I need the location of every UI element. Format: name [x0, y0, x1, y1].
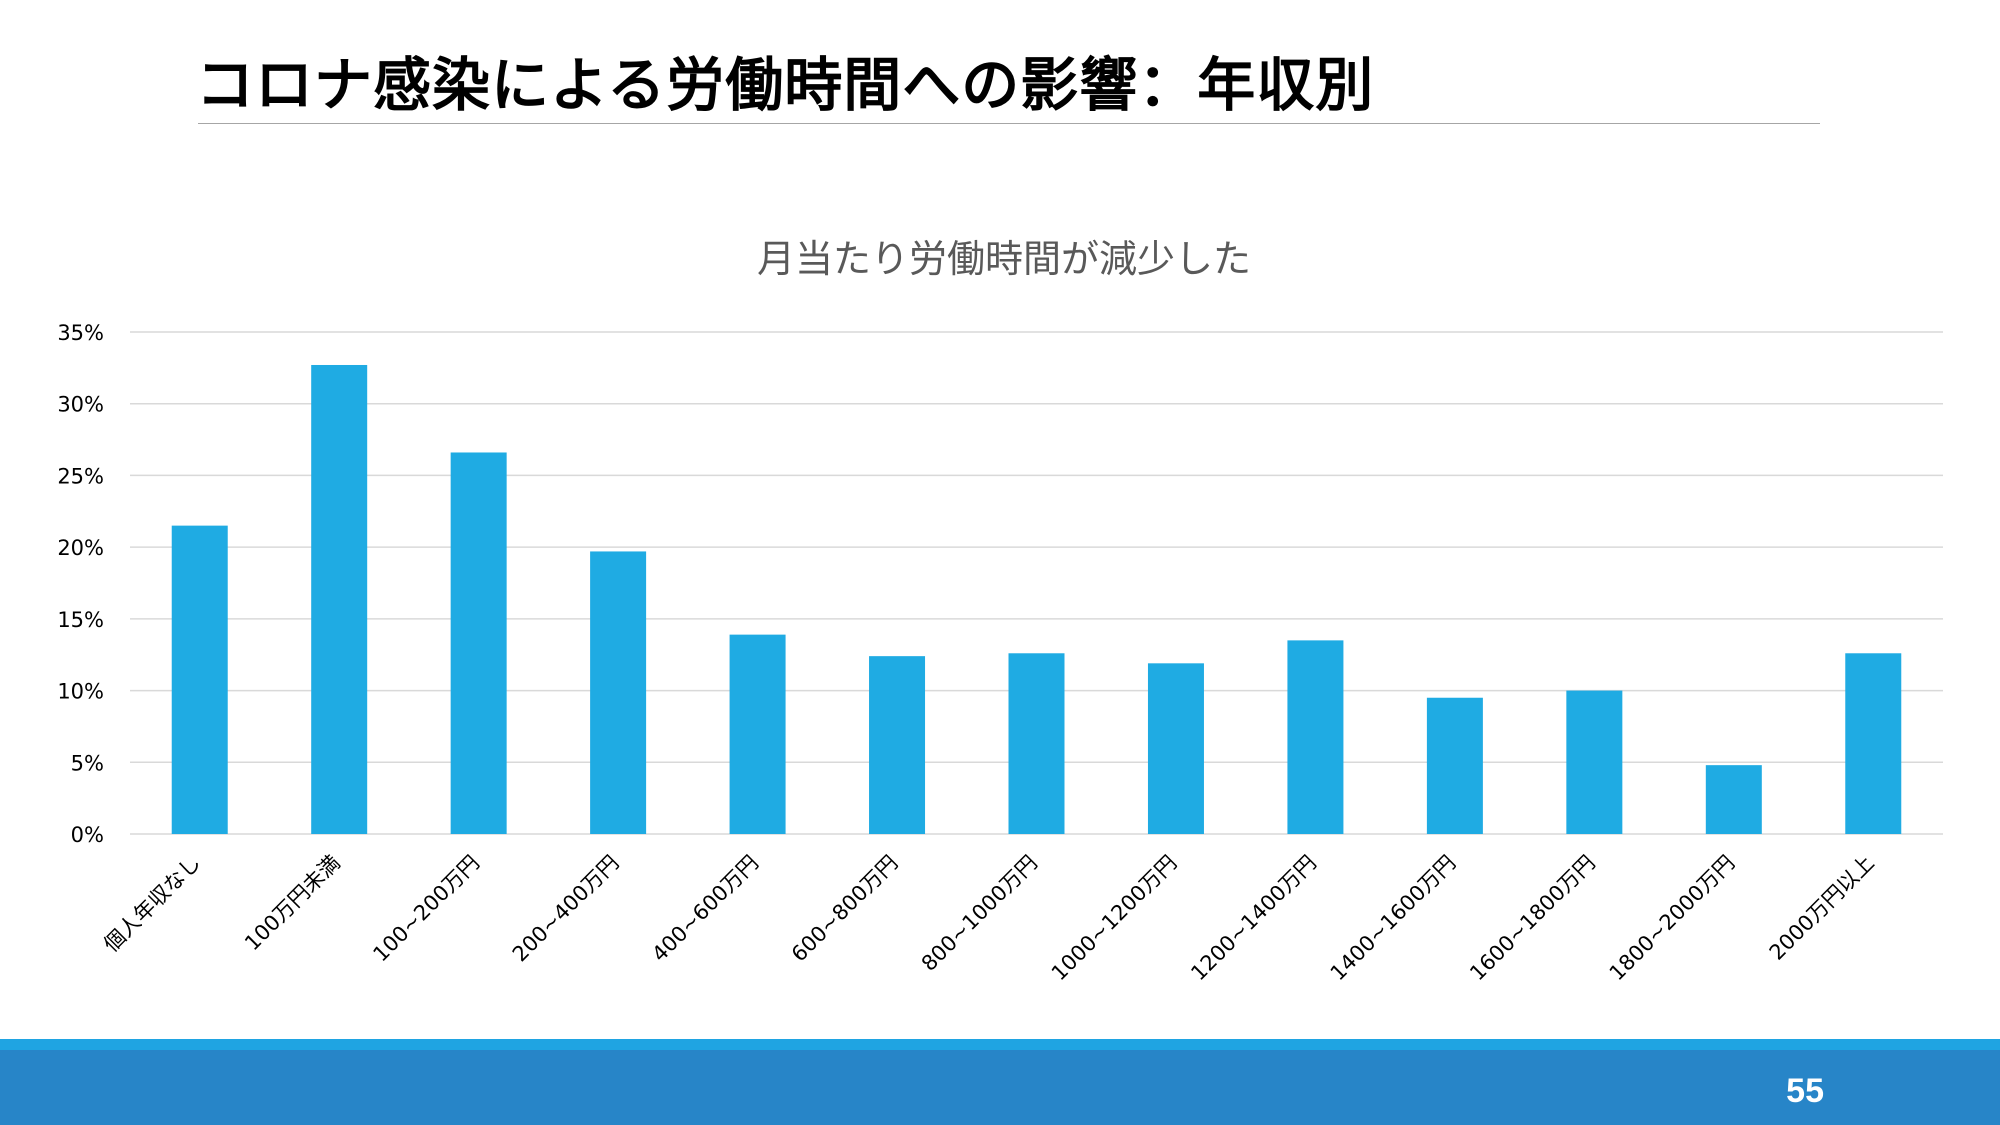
- bar: [450, 452, 507, 834]
- footer-accent-stripe: [0, 1039, 2000, 1050]
- x-tick-label: 1200~1400万円: [1186, 851, 1321, 986]
- y-tick-label: 35%: [57, 321, 104, 345]
- bar: [869, 656, 926, 834]
- y-tick-label: 15%: [57, 608, 104, 632]
- x-tick-label: 400~600万円: [647, 851, 763, 967]
- x-tick-label: 1600~1800万円: [1465, 851, 1600, 986]
- x-tick-label: 2000万円以上: [1765, 851, 1879, 965]
- bar: [729, 634, 786, 834]
- bar: [590, 551, 647, 834]
- x-tick-label: 800~1000万円: [917, 851, 1042, 976]
- x-tick-label: 1000~1200万円: [1047, 851, 1182, 986]
- y-tick-label: 0%: [71, 823, 104, 847]
- y-tick-label: 20%: [57, 536, 104, 560]
- bar: [1566, 690, 1623, 834]
- y-tick-label: 5%: [71, 751, 104, 775]
- bar: [311, 364, 368, 834]
- chart-title: 月当たり労働時間が減少した: [757, 237, 1251, 281]
- x-tick-label: 個人年収なし: [99, 851, 205, 957]
- bar: [171, 525, 228, 834]
- slide-title: コロナ感染による労働時間への影響：年収別: [196, 51, 1375, 119]
- x-tick-label: 200~400万円: [508, 851, 624, 967]
- x-axis-tick-labels: 個人年収なし 100万円未満 100~200万円 200~400万円 400~600万円…: [99, 851, 1879, 986]
- y-axis-tick-labels: 0% 5% 10% 15% 20% 25% 30% 35%: [57, 321, 104, 847]
- bar: [1426, 697, 1483, 834]
- y-tick-label: 10%: [57, 680, 104, 704]
- title-divider: [198, 123, 1820, 124]
- gridlines: [130, 331, 1943, 835]
- page-number: 55: [1786, 1072, 1824, 1110]
- x-tick-label: 1800~2000万円: [1605, 851, 1740, 986]
- x-tick-label: 1400~1600万円: [1326, 851, 1461, 986]
- bar-chart: 月当たり労働時間が減少した 0% 5% 10% 15% 20% 25% 30% 35% 個人年…: [57, 237, 1943, 986]
- y-tick-label: 25%: [57, 464, 104, 488]
- bar: [1008, 653, 1065, 834]
- x-tick-label: 100万円未満: [240, 851, 345, 956]
- y-tick-label: 30%: [57, 393, 104, 417]
- bars: [171, 364, 1902, 834]
- x-tick-label: 600~800万円: [787, 851, 903, 967]
- bar: [1287, 640, 1344, 834]
- x-tick-label: 100~200万円: [368, 851, 484, 967]
- bar: [1705, 765, 1762, 834]
- bar: [1147, 663, 1204, 834]
- bar: [1845, 653, 1902, 834]
- footer-band: [0, 1050, 2000, 1125]
